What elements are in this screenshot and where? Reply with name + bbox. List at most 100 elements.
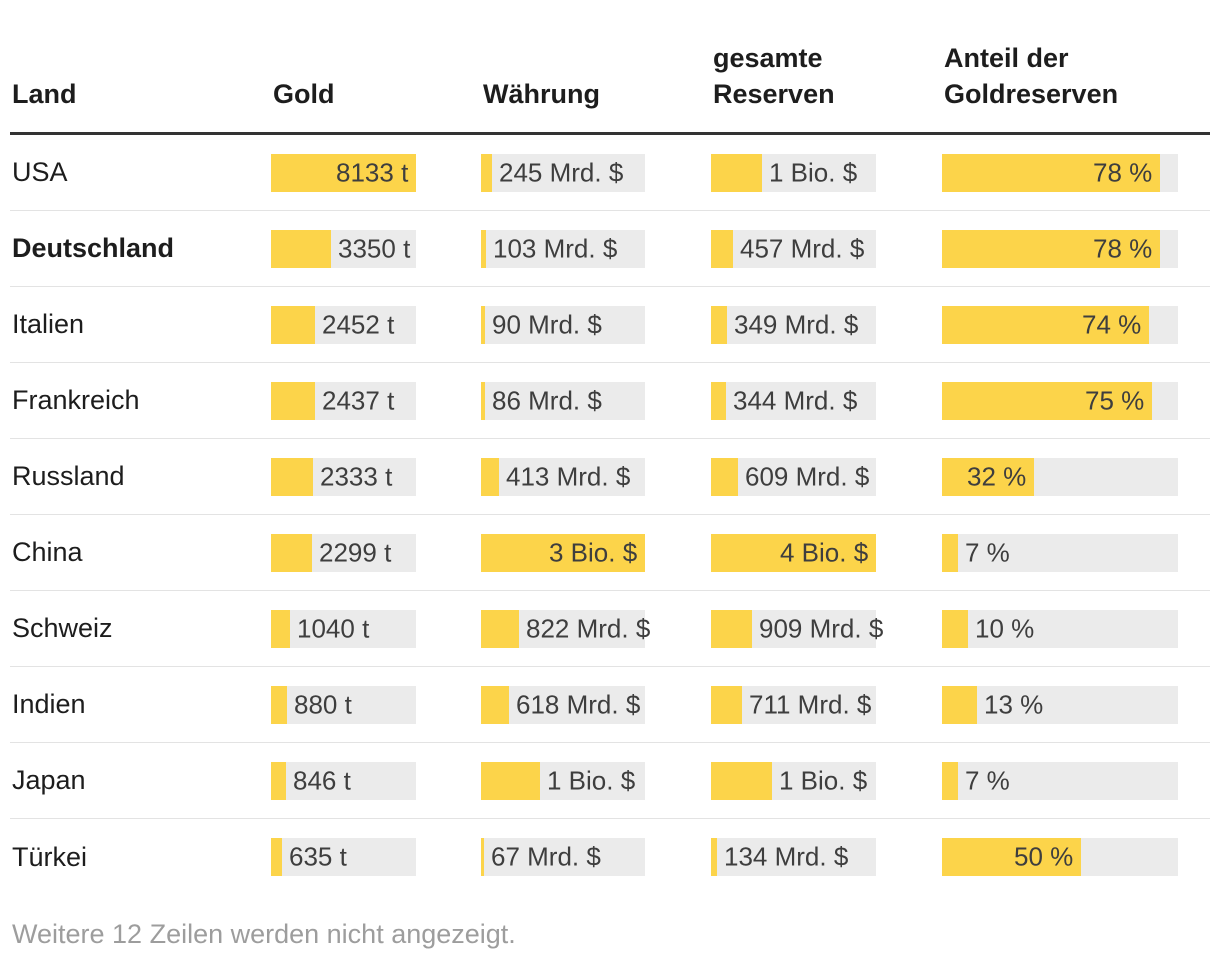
table-row: Frankreich 2437 t 86 Mrd. $ 344 Mrd. $ 7… [10, 363, 1210, 439]
bar-fill [271, 685, 287, 724]
gold-bar-cell: 846 t [271, 761, 481, 800]
currency-bar-cell: 1 Bio. $ [481, 761, 711, 800]
table-row: Japan 846 t 1 Bio. $ 1 Bio. $ 7 % [10, 743, 1210, 819]
bar-value: 8133 t [336, 157, 409, 187]
bar-value: 90 Mrd. $ [492, 309, 602, 339]
gold-share-bar-cell: 74 % [942, 305, 1210, 344]
bar-value: 2452 t [322, 309, 395, 339]
table-row: Russland 2333 t 413 Mrd. $ 609 Mrd. $ 32… [10, 439, 1210, 515]
row-label-country: Deutschland [12, 233, 175, 263]
bar-track: 10 % [942, 609, 1178, 648]
bar-track: 2452 t [271, 305, 416, 344]
bar-fill [942, 761, 959, 800]
gold-share-bar-cell: 13 % [942, 685, 1210, 724]
currency-bar-cell: 618 Mrd. $ [481, 685, 711, 724]
bar-value: 78 % [1093, 157, 1153, 187]
bar-track: 880 t [271, 685, 416, 724]
bar-value: 618 Mrd. $ [516, 689, 641, 719]
bar-value: 103 Mrd. $ [493, 233, 618, 263]
gold-bar-cell: 2333 t [271, 457, 481, 496]
bar-track: 134 Mrd. $ [711, 838, 876, 876]
bar-fill [942, 381, 1152, 420]
bar-track: 75 % [942, 381, 1178, 420]
total-reserves-bar-cell: 457 Mrd. $ [711, 229, 942, 268]
currency-bar-cell: 103 Mrd. $ [481, 229, 711, 268]
bar-track: 349 Mrd. $ [711, 305, 876, 344]
bar-value: 909 Mrd. $ [759, 613, 884, 643]
bar-track: 2299 t [271, 533, 416, 572]
bar-track: 846 t [271, 761, 416, 800]
bar-track: 711 Mrd. $ [711, 685, 876, 724]
total-reserves-bar-cell: 134 Mrd. $ [711, 838, 942, 876]
bar-track: 3350 t [271, 229, 416, 268]
bar-track: 1 Bio. $ [711, 761, 876, 800]
bar-track: 635 t [271, 838, 416, 876]
bar-value: 880 t [294, 689, 352, 719]
gold-bar-cell: 2452 t [271, 305, 481, 344]
bar-fill [942, 685, 977, 724]
bar-track: 50 % [942, 838, 1178, 876]
bar-fill [711, 305, 727, 344]
bar-fill [271, 381, 315, 420]
bar-fill [481, 457, 500, 496]
table-header-row: Land Gold Währung gesamte Reserven Antei… [10, 0, 1210, 135]
bar-track: 7 % [942, 533, 1178, 572]
bar-value: 13 % [984, 689, 1044, 719]
bar-value: 2299 t [319, 537, 392, 567]
currency-bar-cell: 86 Mrd. $ [481, 381, 711, 420]
total-reserves-bar-cell: 1 Bio. $ [711, 153, 942, 192]
row-label-country: Russland [12, 461, 125, 491]
bar-track: 344 Mrd. $ [711, 381, 876, 420]
bar-fill [711, 229, 733, 268]
bar-track: 8133 t [271, 153, 416, 192]
bar-fill [481, 533, 645, 572]
row-label-country: USA [12, 157, 68, 187]
bar-value: 2333 t [320, 461, 393, 491]
column-header-gold: Gold [273, 79, 335, 109]
bar-fill [271, 838, 283, 876]
currency-bar-cell: 90 Mrd. $ [481, 305, 711, 344]
gold-share-bar-cell: 32 % [942, 457, 1210, 496]
bar-fill [271, 305, 315, 344]
bar-track: 2333 t [271, 457, 416, 496]
bar-value: 50 % [1014, 841, 1074, 872]
row-label-country: Schweiz [12, 613, 113, 643]
bar-fill [942, 838, 1082, 876]
bar-value: 2437 t [322, 385, 395, 415]
bar-value: 1 Bio. $ [779, 765, 868, 795]
bar-track: 13 % [942, 685, 1178, 724]
bar-value: 245 Mrd. $ [499, 157, 624, 187]
table-row: Türkei 635 t 67 Mrd. $ 134 Mrd. $ 50 % [10, 819, 1210, 895]
bar-value: 711 Mrd. $ [749, 689, 872, 719]
bar-value: 635 t [289, 841, 347, 872]
row-label-country: Japan [12, 765, 86, 795]
bar-fill [711, 685, 743, 724]
bar-fill [942, 457, 1034, 496]
bar-fill [481, 229, 486, 268]
bar-track: 103 Mrd. $ [481, 229, 645, 268]
bar-track: 909 Mrd. $ [711, 609, 883, 648]
bar-fill [942, 153, 1161, 192]
bar-track: 2437 t [271, 381, 416, 420]
currency-bar-cell: 413 Mrd. $ [481, 457, 711, 496]
table-body: USA 8133 t 245 Mrd. $ 1 Bio. $ 78 % [10, 135, 1210, 895]
total-reserves-bar-cell: 711 Mrd. $ [711, 685, 942, 724]
bar-fill [711, 838, 717, 876]
table-row: Italien 2452 t 90 Mrd. $ 349 Mrd. $ 74 % [10, 287, 1210, 363]
total-reserves-bar-cell: 1 Bio. $ [711, 761, 942, 800]
row-label-country: China [12, 537, 83, 567]
currency-bar-cell: 822 Mrd. $ [481, 609, 711, 648]
bar-fill [942, 533, 959, 572]
bar-value: 32 % [967, 461, 1027, 491]
bar-value: 7 % [965, 537, 1010, 567]
bar-fill [271, 609, 290, 648]
bar-value: 846 t [293, 765, 351, 795]
bar-fill [271, 761, 287, 800]
bar-value: 822 Mrd. $ [526, 613, 651, 643]
gold-bar-cell: 880 t [271, 685, 481, 724]
bar-track: 1 Bio. $ [481, 761, 645, 800]
bar-track: 86 Mrd. $ [481, 381, 645, 420]
bar-fill [271, 457, 313, 496]
column-header-anteil-goldreserven: Anteil der Goldreserven [944, 43, 1119, 109]
